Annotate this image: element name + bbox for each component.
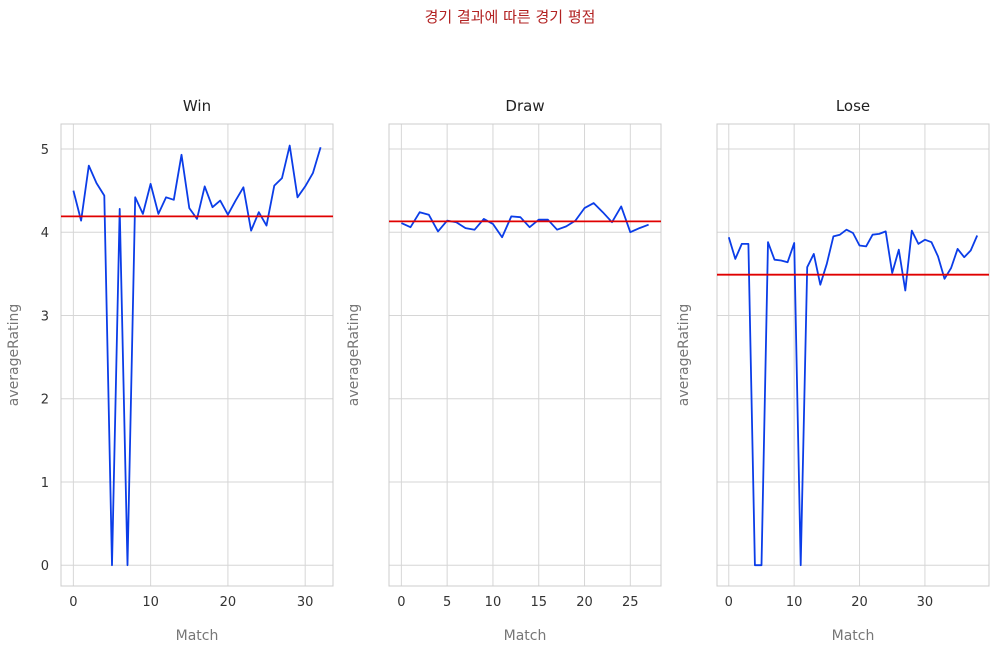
y-tick-label: 3 — [41, 309, 49, 324]
x-axis-label: Match — [832, 628, 875, 644]
axes-frame — [60, 123, 334, 587]
x-tick-label: 30 — [917, 595, 934, 610]
subplot-title: Win — [183, 97, 211, 115]
x-tick-label: 5 — [443, 595, 451, 610]
axes-frame — [716, 123, 990, 587]
x-tick-label: 10 — [142, 595, 159, 610]
subplot-lose: 0 10 20 30 Lose Match averageRating — [676, 97, 990, 644]
series-line-lose — [727, 228, 979, 567]
x-tick-label: 0 — [397, 595, 405, 610]
y-tick-label: 5 — [41, 143, 49, 158]
x-tick-label: 10 — [786, 595, 803, 610]
x-tick-label: 25 — [622, 595, 639, 610]
y-tick-label: 1 — [41, 476, 49, 491]
series-line-win — [72, 144, 322, 567]
y-tick-label: 2 — [41, 393, 49, 408]
x-tick-label: 30 — [297, 595, 314, 610]
subplot-win: 0 10 20 30 0 1 2 3 4 5 Win Match averageRating — [6, 97, 334, 644]
y-tick-label: 4 — [41, 226, 49, 241]
x-tick-label: 0 — [69, 595, 77, 610]
x-tick-label: 10 — [485, 595, 502, 610]
axes-frame — [388, 123, 662, 587]
x-axis-label: Match — [176, 628, 219, 644]
subplot-title: Draw — [505, 97, 544, 115]
y-axis-label: averageRating — [676, 304, 692, 406]
subplot-draw: 0 5 10 15 20 25 Draw Match averageRating — [346, 97, 662, 644]
subplots-container: 0 10 20 30 0 1 2 3 4 5 Win Match averageRating 0 5 10 15… — [6, 97, 990, 644]
y-tick-label: 0 — [41, 559, 49, 574]
y-axis-label: averageRating — [346, 304, 362, 406]
x-tick-label: 20 — [851, 595, 868, 610]
x-axis-label: Match — [504, 628, 547, 644]
x-tick-label: 20 — [220, 595, 237, 610]
chart-suptitle: 경기 결과에 따른 경기 평점 — [425, 8, 596, 26]
x-tick-label: 20 — [576, 595, 593, 610]
x-tick-label: 15 — [530, 595, 547, 610]
y-axis-label: averageRating — [6, 304, 22, 406]
x-tick-label: 0 — [725, 595, 733, 610]
subplot-title: Lose — [836, 97, 870, 115]
